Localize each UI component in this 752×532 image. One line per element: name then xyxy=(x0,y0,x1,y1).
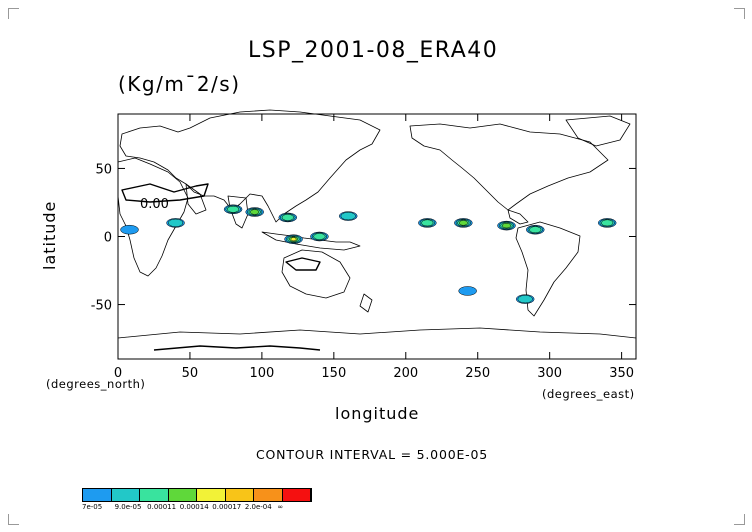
corner-mark-top-right xyxy=(734,8,745,19)
colorbar-labels: 7e-05 9.0e-05 0.00011 0.00014 0.00017 2.0e-04… xyxy=(82,503,342,513)
x-tick-label: 200 xyxy=(393,366,418,381)
y-axis-label: latitude xyxy=(40,200,59,270)
precip-contour xyxy=(502,222,511,229)
colorbar-swatch xyxy=(197,489,226,501)
colorbar-label: 9.0e-05 xyxy=(114,503,142,511)
contour-interval-text: CONTOUR INTERVAL = 5.000E-05 xyxy=(256,447,488,462)
chart-units: (Kg/m¯2/s) xyxy=(118,72,241,96)
precip-region xyxy=(515,294,535,304)
y-tick-label: 50 xyxy=(95,162,112,177)
plot-frame xyxy=(117,113,637,360)
colorbar-swatch xyxy=(254,489,283,501)
precip-region xyxy=(418,218,437,228)
x-tick-label: 250 xyxy=(465,366,490,381)
colorbar-swatch xyxy=(168,489,197,501)
colorbar-swatch xyxy=(282,489,311,501)
colorbar-swatch xyxy=(111,489,140,501)
precip-region xyxy=(338,211,358,221)
x-tick-label: 50 xyxy=(182,366,199,381)
colorbar xyxy=(82,488,312,502)
corner-mark-top-left xyxy=(8,8,19,19)
precip-contour xyxy=(529,226,542,234)
y-tick-label: -50 xyxy=(91,299,112,314)
corner-mark-bottom-left xyxy=(8,514,19,525)
precip-region xyxy=(166,218,185,228)
precip-contour xyxy=(167,218,184,227)
precip-region xyxy=(310,231,329,242)
x-tick-label: 100 xyxy=(249,366,274,381)
x-axis-label: longitude xyxy=(335,404,420,423)
precip-contour xyxy=(458,220,468,226)
x-tick-label: 150 xyxy=(321,366,346,381)
colorbar-label: 0.00014 xyxy=(179,503,209,511)
colorbar-swatch xyxy=(225,489,254,501)
precip-region xyxy=(597,218,617,228)
colorbar-label: 0.00011 xyxy=(147,503,177,511)
precip-region xyxy=(458,286,477,296)
corner-mark-bottom-right xyxy=(734,514,745,525)
colorbar-label: 2.0e-04 xyxy=(244,503,272,511)
colorbar-label: 7e-05 xyxy=(82,503,103,511)
x-tick-label: 300 xyxy=(537,366,562,381)
precip-region xyxy=(284,234,303,244)
precip-region xyxy=(497,220,516,231)
precip-contour xyxy=(340,212,356,221)
colorbar-label: 0.00017 xyxy=(212,503,242,511)
x-tick-label: 0 xyxy=(114,366,122,381)
colorbar-swatch xyxy=(140,489,169,501)
precip-region xyxy=(454,218,473,228)
precip-contour xyxy=(227,205,240,213)
y-unit-label: (degrees_north) xyxy=(46,377,146,391)
x-tick-label: 350 xyxy=(609,366,634,381)
x-unit-label: (degrees_east) xyxy=(542,387,635,401)
colorbar-swatch xyxy=(83,489,112,501)
precip-contour xyxy=(601,219,614,227)
y-tick-label: 0 xyxy=(104,231,112,246)
precip-contour xyxy=(281,214,294,221)
precip-contour xyxy=(290,237,297,242)
precip-contour xyxy=(250,209,260,215)
precip-contour xyxy=(120,224,139,235)
precip-region xyxy=(245,207,264,217)
colorbar-label: ∞ xyxy=(277,503,284,511)
precip-region xyxy=(278,212,298,223)
coastlines xyxy=(117,109,637,351)
precip-contour xyxy=(458,286,477,296)
precip-contour xyxy=(421,219,434,227)
contour-label: 0.00 xyxy=(140,197,169,212)
precip-region xyxy=(223,204,243,215)
precip-region xyxy=(120,224,139,235)
precip-contour xyxy=(313,233,326,240)
chart-title: LSP_2001-08_ERA40 xyxy=(248,38,499,63)
precip-regions xyxy=(120,204,617,304)
precip-contour xyxy=(517,295,533,304)
precip-region xyxy=(526,224,545,235)
